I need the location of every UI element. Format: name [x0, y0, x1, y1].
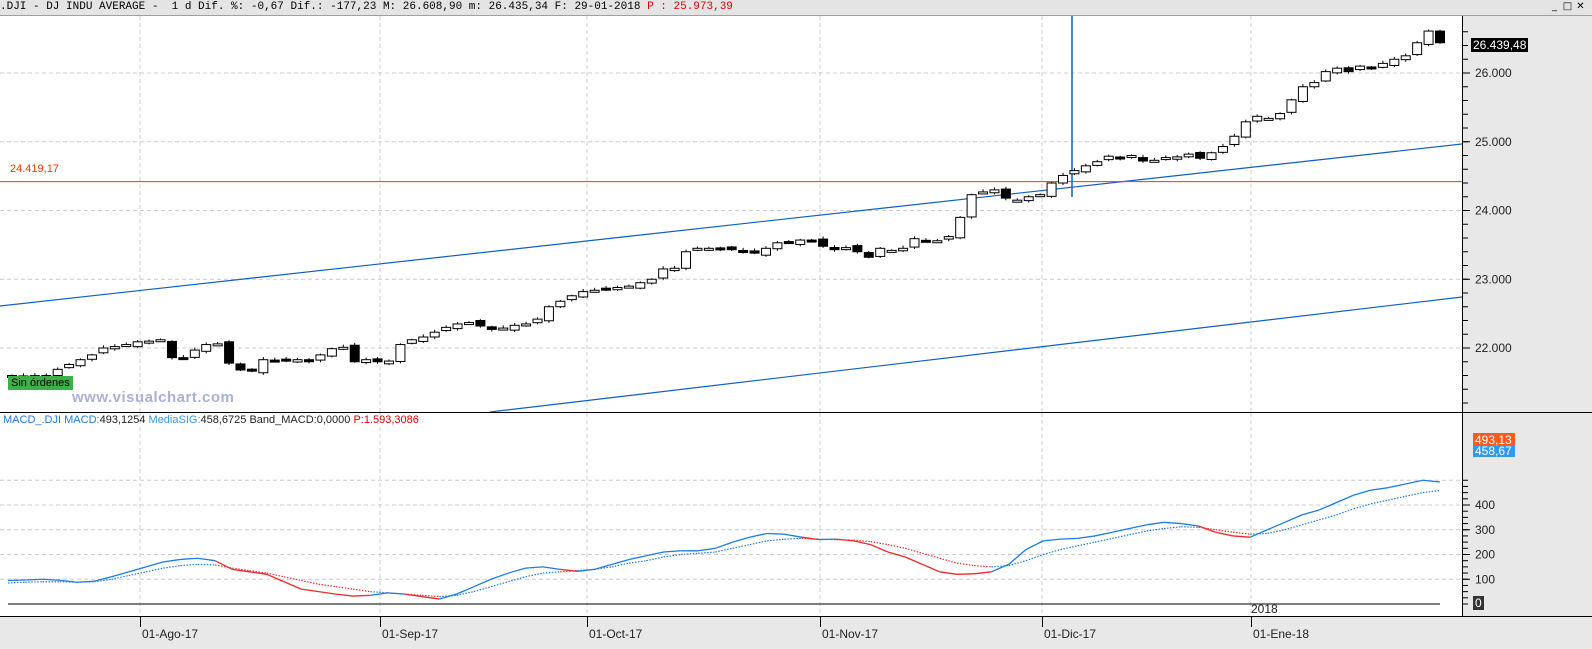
year-marker: 2018 — [1251, 602, 1278, 616]
diff-pct-value: -0,67 — [251, 1, 284, 13]
macd-chart-canvas[interactable] — [0, 413, 1462, 616]
svg-text:400: 400 — [1475, 498, 1495, 512]
date-value: 29-01-2018 — [574, 1, 640, 13]
title-bar: .DJI - DJ INDU AVERAGE - 1 d Dif. %: -0,… — [0, 0, 1592, 16]
macd-last-tag: 493,13 — [1473, 433, 1515, 447]
x-tick-label: 01-Dic-17 — [1044, 627, 1096, 641]
x-tick — [140, 617, 141, 627]
x-tick — [1251, 617, 1252, 627]
price-value: 25.973,39 — [674, 1, 733, 13]
svg-text:100: 100 — [1475, 572, 1495, 586]
min-value: 26.435,34 — [489, 1, 548, 13]
svg-text:200: 200 — [1475, 548, 1495, 562]
macd-axis[interactable]: 100 200 300 400 493,13 458,67 0 — [1462, 413, 1592, 616]
signal-value: 458,6725 — [201, 414, 247, 426]
price-axis[interactable]: 22.000 23.000 24.000 25.000 26.000 26.439,48 — [1462, 16, 1592, 412]
maximize-button[interactable]: □ — [1562, 1, 1573, 12]
close-button[interactable]: ✕ — [1575, 1, 1586, 12]
macd-header: MACD_.DJI MACD:493,1254 MediaSIG:458,672… — [3, 414, 419, 426]
x-tick-label: 01-Ene-18 — [1253, 627, 1309, 641]
x-tick — [820, 617, 821, 627]
x-tick — [380, 617, 381, 627]
time-axis[interactable]: 01-Ago-17 01-Sep-17 01-Oct-17 01-Nov-17 01-D… — [0, 616, 1592, 649]
svg-text:22.000: 22.000 — [1475, 341, 1512, 355]
watermark: www.visualchart.com — [72, 389, 234, 406]
svg-text:25.000: 25.000 — [1475, 135, 1512, 149]
x-tick-label: 01-Ago-17 — [142, 627, 198, 641]
signal-last-tag: 458,67 — [1473, 446, 1515, 457]
price-chart-canvas[interactable] — [0, 16, 1462, 412]
x-tick-label: 01-Sep-17 — [382, 627, 438, 641]
x-tick — [1042, 617, 1043, 627]
band-value: 0,0000 — [317, 414, 351, 426]
macd-value: 493,1254 — [100, 414, 146, 426]
svg-text:23.000: 23.000 — [1475, 272, 1512, 286]
svg-text:300: 300 — [1475, 523, 1495, 537]
x-tick-label: 01-Oct-17 — [589, 627, 642, 641]
price-chart-pane[interactable] — [0, 16, 1462, 412]
last-price-tag: 26.439,48 — [1471, 38, 1528, 52]
zero-tag: 0 — [1473, 596, 1484, 610]
svg-text:26.000: 26.000 — [1475, 66, 1512, 80]
x-tick — [587, 617, 588, 627]
window-controls: _ □ ✕ — [1549, 1, 1586, 12]
macd-pane[interactable] — [0, 413, 1462, 616]
max-value: 26.608,90 — [403, 1, 462, 13]
svg-text:24.000: 24.000 — [1475, 204, 1512, 218]
x-tick-label: 01-Nov-17 — [822, 627, 878, 641]
diff-value: -177,23 — [330, 1, 376, 13]
symbol-label: .DJI - DJ INDU AVERAGE - 1 d — [0, 1, 191, 13]
order-status-badge[interactable]: Sin órdenes — [8, 376, 73, 390]
hline-label: 24.419,17 — [10, 163, 59, 175]
minimize-button[interactable]: _ — [1549, 1, 1560, 12]
p-value: 1.593,3086 — [364, 414, 419, 426]
